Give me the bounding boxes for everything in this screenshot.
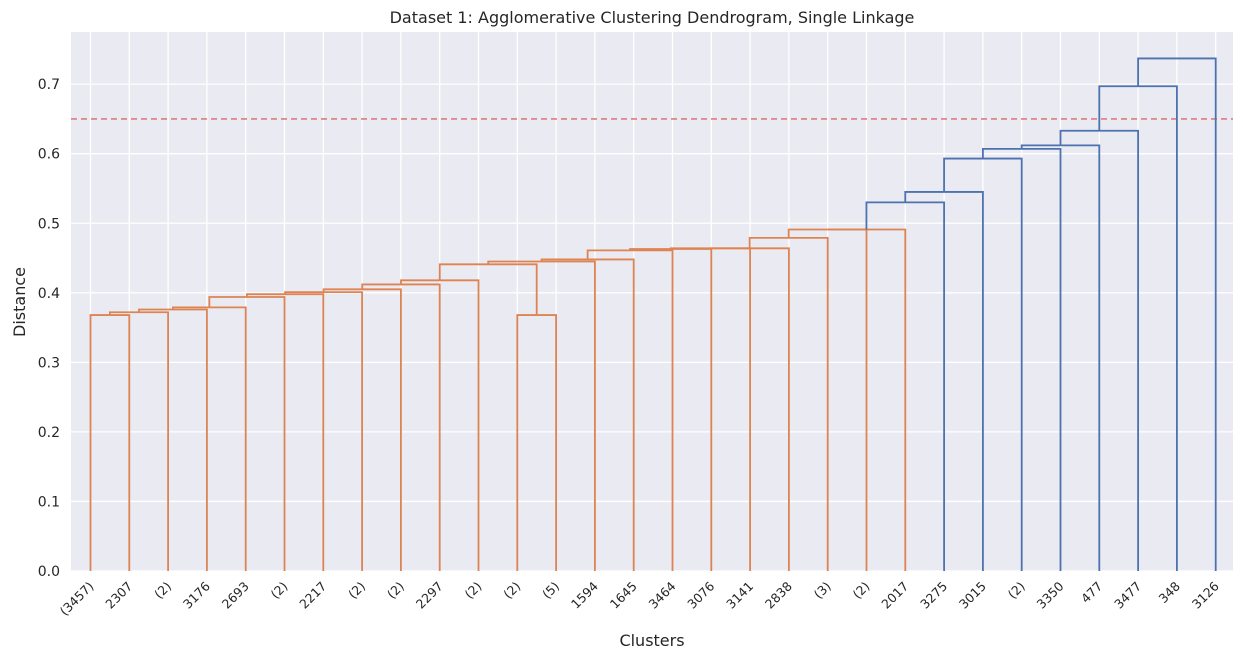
leaf-label: 3350 [1034,578,1067,611]
dendrogram-link [586,249,674,571]
leaf-label: 3141 [723,579,756,612]
y-tick-label: 0.5 [38,216,60,232]
chart-title: Dataset 1: Agglomerative Clustering Dend… [390,8,915,27]
dendrogram-link [487,260,596,571]
leaf-label: (2) [500,579,523,602]
x-axis-ticks: (3457) 2307 (2) 3176 2693 (2) 2217 (2) (2) 2297 (2… [57,578,1222,618]
dendrogram-link [438,263,538,316]
leaf-label: (2) [461,579,484,602]
leaf-label: (2) [345,579,368,602]
leaf-label: 3015 [956,579,989,612]
leaf-label: (3) [811,579,834,602]
dendrogram-link [1020,144,1101,571]
dendrogram-link [1137,57,1217,571]
leaf-label: 3126 [1189,578,1222,611]
leaf-label: 477 [1078,579,1105,606]
dendrogram-link [89,314,131,571]
y-tick-label: 0.0 [38,564,60,580]
dendrogram-links [89,57,1217,571]
dendrogram-link [172,306,247,571]
leaf-label: 1645 [607,579,640,612]
leaf-label: 3275 [917,579,950,612]
leaf-label: (2) [1005,579,1028,602]
dendrogram-link [284,291,363,571]
leaf-label: 2693 [219,579,252,612]
dendrogram-link [865,201,945,571]
y-tick-label: 0.7 [38,77,60,93]
leaf-label: 3076 [684,578,717,611]
x-axis-label: Clusters [619,631,684,650]
dendrogram-link [710,247,790,571]
plot-background [71,32,1233,571]
leaf-label: (3457) [57,579,97,619]
leaf-label: 2307 [102,579,135,612]
leaf-label: 3176 [180,578,213,611]
y-tick-label: 0.4 [38,286,60,302]
leaf-label: 348 [1156,578,1184,606]
y-axis-label: Distance [10,267,29,337]
y-tick-label: 0.1 [38,494,60,510]
leaf-label: 2217 [296,579,329,612]
leaf-label: 2017 [878,579,911,612]
dendrogram-link [400,279,480,571]
y-tick-label: 0.2 [38,425,60,441]
dendrogram-link [827,228,907,571]
leaf-label: (2) [384,579,407,602]
leaf-label: 2838 [762,578,795,611]
dendrogram-link [361,283,441,571]
y-tick-label: 0.6 [38,147,60,163]
leaf-label: (5) [539,579,562,602]
leaf-label: 3464 [646,578,679,611]
leaf-label: 2297 [413,579,446,612]
leaf-label: 1594 [568,578,601,611]
dendrogram-link [1059,129,1139,571]
leaf-label: (2) [267,579,290,602]
leaf-label: 3477 [1111,579,1144,612]
dendrogram-link [669,247,751,571]
leaf-label: (2) [849,579,872,602]
y-axis-ticks: 0.0 0.1 0.2 0.3 0.4 0.5 0.6 0.7 [38,77,60,580]
leaf-label: (2) [151,579,174,602]
y-tick-label: 0.3 [38,355,60,371]
dendrogram-link [516,314,557,571]
